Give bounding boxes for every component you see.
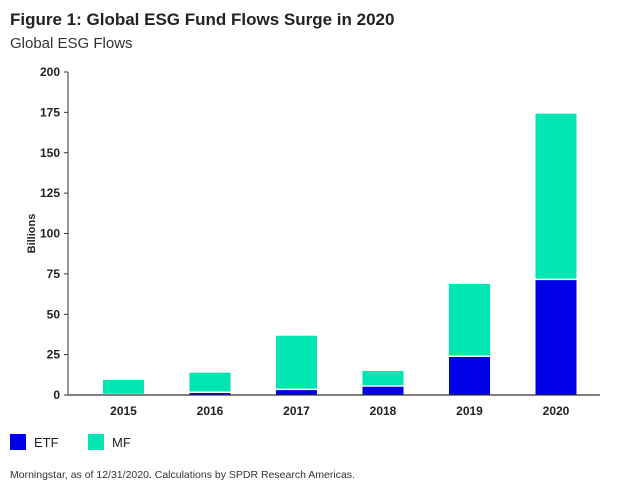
bar-etf-2019 xyxy=(449,356,490,395)
bar-mf-2018 xyxy=(362,370,404,386)
y-tick-label: 25 xyxy=(47,348,61,362)
chart-subtitle: Global ESG Flows xyxy=(10,35,133,52)
bar-mf-2017 xyxy=(276,335,317,390)
bar-mf-2015 xyxy=(103,379,144,395)
y-tick-label: 50 xyxy=(47,307,61,321)
chart-title: Figure 1: Global ESG Fund Flows Surge in… xyxy=(10,10,395,29)
y-tick-label: 150 xyxy=(40,146,60,160)
bar-mf-2019 xyxy=(449,284,490,357)
bar-mf-2020 xyxy=(535,113,577,280)
y-tick-label: 100 xyxy=(40,227,60,241)
x-tick-label: 2015 xyxy=(110,404,137,418)
x-tick-label: 2018 xyxy=(370,404,397,418)
y-tick-label: 75 xyxy=(47,267,61,281)
bar-etf-2018 xyxy=(362,385,404,395)
source-note: Morningstar, as of 12/31/2020. Calculati… xyxy=(10,469,355,481)
bar-etf-2020 xyxy=(535,279,577,395)
y-axis-label: Billions xyxy=(26,214,38,254)
x-tick-label: 2019 xyxy=(456,404,483,418)
y-tick-label: 0 xyxy=(53,388,60,402)
y-tick-label: 125 xyxy=(40,186,60,200)
x-tick-label: 2017 xyxy=(283,404,310,418)
legend-swatch-etf xyxy=(10,434,26,450)
legend-swatch-mf xyxy=(88,434,104,450)
x-tick-label: 2020 xyxy=(543,404,570,418)
bar-etf-2016 xyxy=(189,392,231,395)
x-tick-label: 2016 xyxy=(197,404,224,418)
y-tick-label: 175 xyxy=(40,105,60,119)
bar-etf-2017 xyxy=(276,389,317,395)
legend-label-etf: ETF xyxy=(34,435,59,450)
bar-mf-2016 xyxy=(189,372,231,393)
y-tick-label: 200 xyxy=(40,65,60,79)
legend-label-mf: MF xyxy=(112,435,131,450)
